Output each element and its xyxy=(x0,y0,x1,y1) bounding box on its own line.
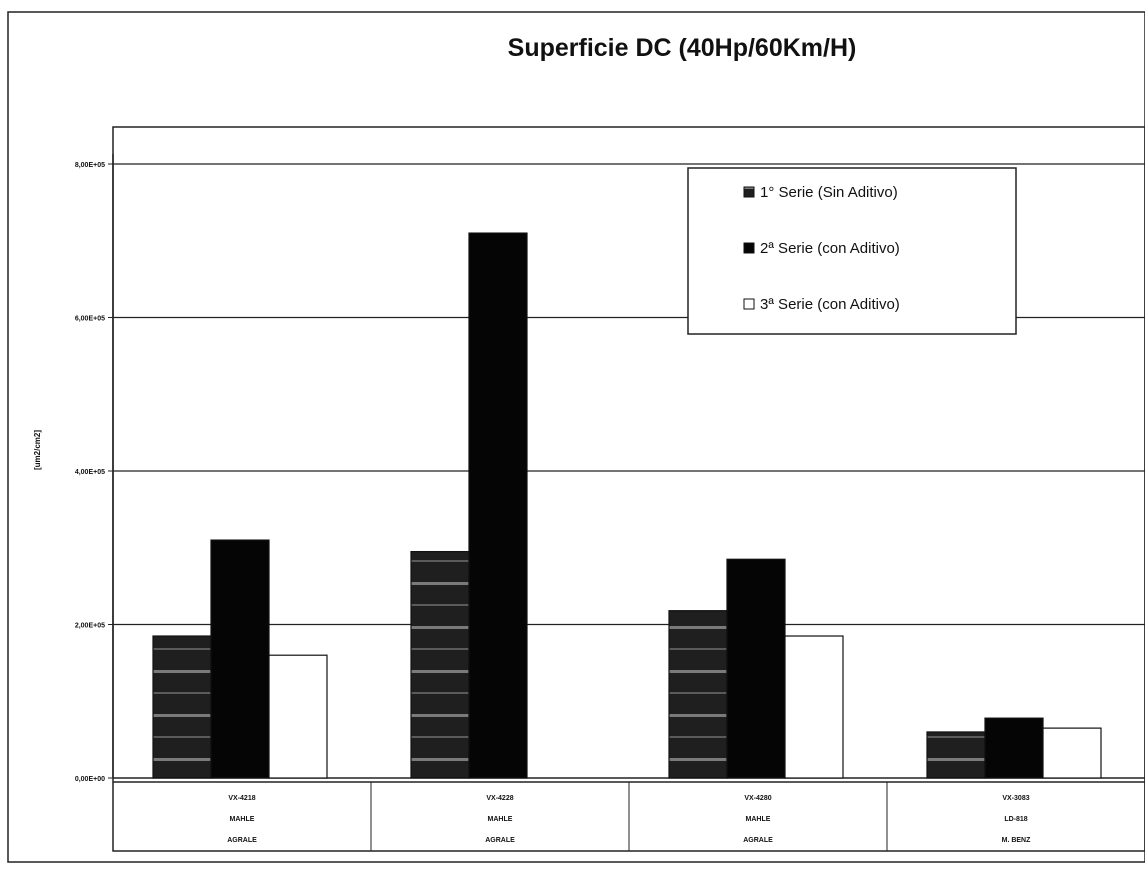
category-label: M. BENZ xyxy=(1002,837,1032,844)
bars xyxy=(152,232,1102,779)
y-tick-label: 2,00E+05 xyxy=(75,623,105,630)
legend-label: 3ª Serie (con Aditivo) xyxy=(760,296,900,313)
bar-1-cat-1 xyxy=(152,635,212,779)
legend-label: 1° Serie (Sin Aditivo) xyxy=(760,184,898,201)
category-label: AGRALE xyxy=(227,837,257,844)
bar-1-cat-3 xyxy=(668,610,728,779)
legend-swatch xyxy=(743,298,755,310)
y-tick-label: 0,00E+00 xyxy=(75,776,105,783)
bar-2-cat-2 xyxy=(468,232,528,779)
bar-3-cat-3 xyxy=(784,635,844,779)
bar-1-cat-2 xyxy=(410,550,470,779)
category-axis: VX-4218 MAHLE AGRALE VX-4228 MAHLE AGRALE VX-4… xyxy=(113,781,1145,851)
bar-2-cat-3 xyxy=(726,558,786,779)
category-label: VX-4218 xyxy=(228,795,255,802)
category-label: MAHLE xyxy=(230,816,255,823)
bar-1-cat-4 xyxy=(926,731,986,779)
legend-label: 2ª Serie (con Aditivo) xyxy=(760,240,900,257)
category-label: LD-818 xyxy=(1004,816,1027,823)
legend: 1° Serie (Sin Aditivo) 2ª Serie (con Adit… xyxy=(687,167,1017,335)
y-tick-label: 4,00E+05 xyxy=(75,469,105,476)
category-label: MAHLE xyxy=(488,816,513,823)
bar-3-cat-4 xyxy=(1042,727,1102,779)
y-tick-label: 6,00E+05 xyxy=(75,316,105,323)
category-label: VX-4280 xyxy=(744,795,771,802)
chart-title: Superficie DC (40Hp/60Km/H) xyxy=(508,34,857,62)
bar-3-cat-1 xyxy=(268,654,328,779)
category-label: AGRALE xyxy=(485,837,515,844)
legend-swatch xyxy=(743,186,755,198)
bar-2-cat-1 xyxy=(210,539,270,779)
category-label: VX-3083 xyxy=(1002,795,1029,802)
legend-swatch xyxy=(743,242,755,254)
y-axis-ticks: 0,00E+00 2,00E+05 4,00E+05 6,00E+05 8,00E+05 xyxy=(75,154,114,783)
y-axis-title: [um2/cm2] xyxy=(33,430,42,470)
bar-2-cat-4 xyxy=(984,717,1044,779)
category-label: MAHLE xyxy=(746,816,771,823)
y-tick-label: 8,00E+05 xyxy=(75,162,105,169)
category-label: VX-4228 xyxy=(486,795,513,802)
category-label: AGRALE xyxy=(743,837,773,844)
legend-box xyxy=(687,167,1017,335)
